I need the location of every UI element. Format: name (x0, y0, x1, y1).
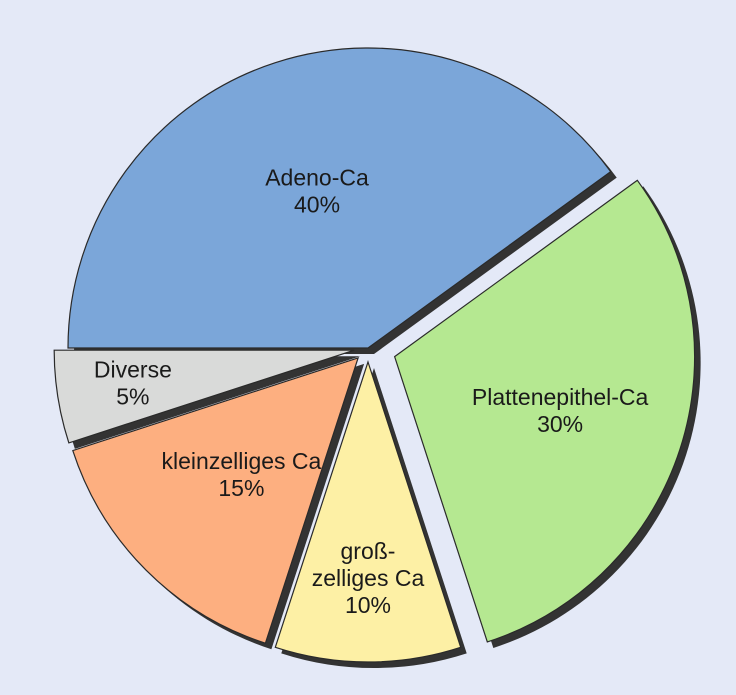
pie-slice-value: 15% (218, 475, 264, 501)
pie-slice-label: groß-zelliges Ca 10% (312, 538, 425, 618)
pie-slice-label: Plattenepithel-Ca 30% (472, 384, 649, 437)
pie-slice-name: kleinzelliges Ca (162, 448, 322, 474)
pie-slice-name: Diverse (94, 356, 172, 382)
pie-slice-name: Adeno-Ca (265, 165, 369, 191)
pie-slice-label: Diverse 5% (94, 356, 172, 409)
pie-slice-4 (72, 356, 360, 644)
pie-slice-1 (67, 47, 612, 349)
pie-slice-3 (274, 360, 462, 663)
pie-slice-label: Adeno-Ca 40% (265, 165, 369, 218)
pie-slice-5 (53, 349, 355, 444)
pie-slice-value: 30% (537, 411, 583, 437)
pie-slice-value: 10% (345, 592, 391, 618)
pie-slice-value: 40% (294, 192, 340, 218)
pie-slice-label: kleinzelliges Ca 15% (162, 448, 322, 501)
pie-slice-value: 5% (116, 383, 149, 409)
pie-slice-name: zelliges Ca (312, 565, 425, 591)
pie-slice-2 (393, 179, 696, 643)
pie-slice-name: Plattenepithel-Ca (472, 384, 649, 410)
pie-slice-name: groß- (341, 538, 396, 564)
